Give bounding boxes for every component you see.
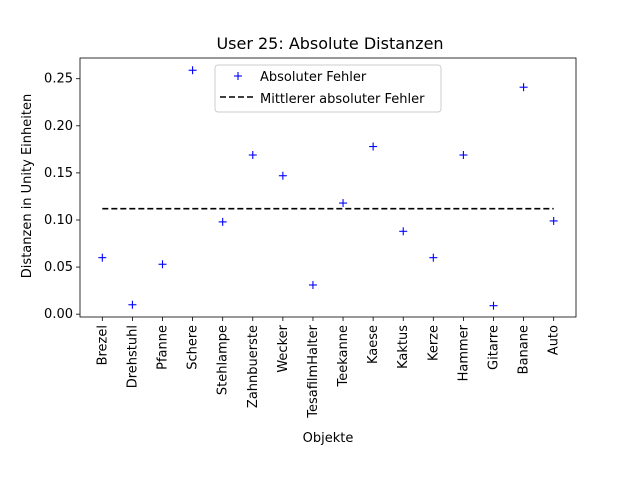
- x-tick-label: Brezel: [95, 325, 110, 365]
- x-tick-label: Kerze: [426, 325, 441, 361]
- y-tick-label: 0.20: [44, 119, 73, 134]
- y-tick-label: 0.00: [44, 307, 73, 322]
- data-point: [399, 227, 408, 236]
- data-point: [549, 216, 558, 225]
- x-tick-label: Kaktus: [396, 325, 411, 369]
- legend-label-absoluter-fehler: Absoluter Fehler: [260, 70, 367, 85]
- x-tick-label: Drehstuhl: [125, 325, 140, 388]
- x-tick-label: Gitarre: [486, 325, 501, 370]
- data-point: [339, 199, 348, 208]
- legend: Absoluter Fehler Mittlerer absoluter Feh…: [214, 64, 442, 113]
- x-axis-label: Objekte: [303, 431, 354, 446]
- data-point: [519, 83, 528, 92]
- data-point: [218, 217, 227, 226]
- x-tick-label: Pfanne: [156, 325, 171, 370]
- legend-marker-absoluter-fehler: [234, 72, 242, 80]
- y-tick-label: 0.05: [44, 260, 73, 275]
- legend-label-mittlerer-fehler: Mittlerer absoluter Fehler: [260, 92, 425, 107]
- y-tick-label: 0.15: [44, 166, 73, 181]
- axes-frame: [79, 57, 577, 318]
- x-tick-label: Stehlampe: [216, 325, 231, 395]
- data-point: [308, 280, 317, 289]
- data-point: [248, 151, 257, 160]
- data-point: [459, 151, 468, 160]
- data-point: [128, 300, 137, 309]
- data-point: [369, 142, 378, 151]
- legend-plus-marker: [234, 72, 242, 80]
- legend-box: [214, 64, 442, 113]
- x-tick-label: Zahnbuerste: [246, 325, 261, 408]
- data-point: [188, 66, 197, 75]
- y-tick-label: 0.10: [44, 213, 73, 228]
- x-tick-label: Kaese: [366, 325, 381, 364]
- x-tick-label: Banane: [517, 325, 532, 374]
- plot-area: 0.00 0.05 0.10 0.15 0.20 0.25 Brezel Drehstuhl P…: [44, 57, 577, 419]
- x-tick-label: Hammer: [456, 324, 471, 381]
- x-tick-label: Wecker: [276, 324, 291, 372]
- data-point: [489, 301, 498, 310]
- x-tick-label: Auto: [547, 325, 562, 355]
- y-tick-label: 0.25: [44, 72, 73, 87]
- data-point: [158, 260, 167, 269]
- data-point: [98, 253, 107, 262]
- data-point: [278, 171, 287, 180]
- chart-title: User 25: Absolute Distanzen: [216, 34, 443, 53]
- x-tick-label: TesafilmHalter: [306, 324, 321, 418]
- x-tick-label: Teekanne: [336, 325, 351, 387]
- data-point: [429, 253, 438, 262]
- x-tick-label: Schere: [186, 325, 201, 370]
- y-axis-label: Distanzen in Unity Einheiten: [20, 94, 35, 278]
